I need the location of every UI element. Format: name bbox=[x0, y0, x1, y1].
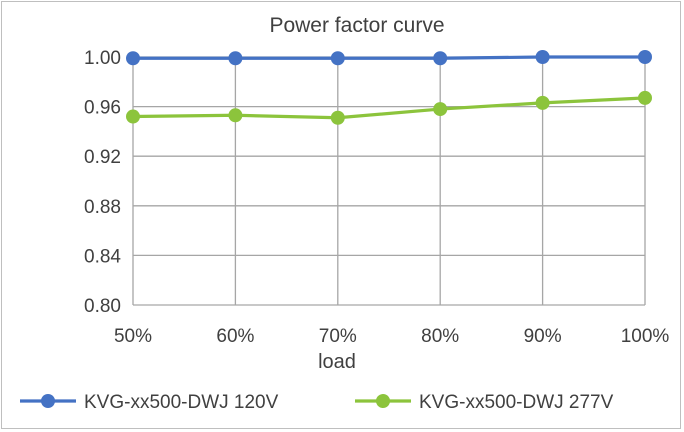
x-tick-label: 70% bbox=[319, 326, 357, 347]
data-point bbox=[535, 95, 550, 110]
series-line bbox=[132, 96, 646, 120]
data-point bbox=[330, 110, 345, 125]
y-tick-label: 0.88 bbox=[84, 197, 121, 218]
y-tick-label: 0.84 bbox=[84, 246, 121, 267]
data-point bbox=[433, 51, 448, 66]
data-point bbox=[638, 90, 652, 105]
series-1 bbox=[126, 50, 652, 66]
y-tick-label: 0.96 bbox=[84, 98, 121, 119]
data-point bbox=[535, 50, 550, 64]
grid bbox=[132, 56, 646, 306]
legend-item-2: KVG-xx500-DWJ 277V bbox=[355, 392, 614, 413]
data-point bbox=[228, 108, 243, 123]
x-tick-label: 50% bbox=[114, 326, 152, 347]
data-point bbox=[433, 102, 448, 117]
y-axis-ticks: 0.80 0.84 0.88 0.92 0.96 1.00 bbox=[84, 48, 121, 317]
legend-marker bbox=[41, 394, 55, 408]
data-point bbox=[330, 51, 345, 66]
legend-marker bbox=[376, 394, 390, 408]
chart-title: Power factor curve bbox=[269, 14, 444, 37]
x-tick-label: 100% bbox=[621, 326, 670, 347]
data-point bbox=[638, 50, 652, 64]
x-tick-label: 60% bbox=[216, 326, 254, 347]
legend-item-1: KVG-xx500-DWJ 120V bbox=[20, 392, 279, 413]
series-2 bbox=[126, 90, 652, 125]
y-tick-label: 0.92 bbox=[84, 147, 121, 168]
legend-label: KVG-xx500-DWJ 277V bbox=[419, 392, 614, 413]
data-point bbox=[228, 51, 243, 66]
x-axis-label: load bbox=[318, 351, 356, 373]
x-tick-label: 80% bbox=[421, 326, 459, 347]
x-axis-ticks: 50% 60% 70% 80% 90% 100% bbox=[114, 326, 669, 347]
x-tick-label: 90% bbox=[524, 326, 562, 347]
series-line bbox=[133, 55, 645, 60]
series-layer bbox=[126, 50, 652, 125]
data-point bbox=[126, 109, 140, 124]
legend-label: KVG-xx500-DWJ 120V bbox=[84, 392, 279, 413]
legend: KVG-xx500-DWJ 120V KVG-xx500-DWJ 277V bbox=[20, 392, 614, 413]
y-tick-label: 0.80 bbox=[84, 296, 121, 317]
y-tick-label: 1.00 bbox=[84, 48, 121, 69]
data-point bbox=[126, 51, 140, 66]
